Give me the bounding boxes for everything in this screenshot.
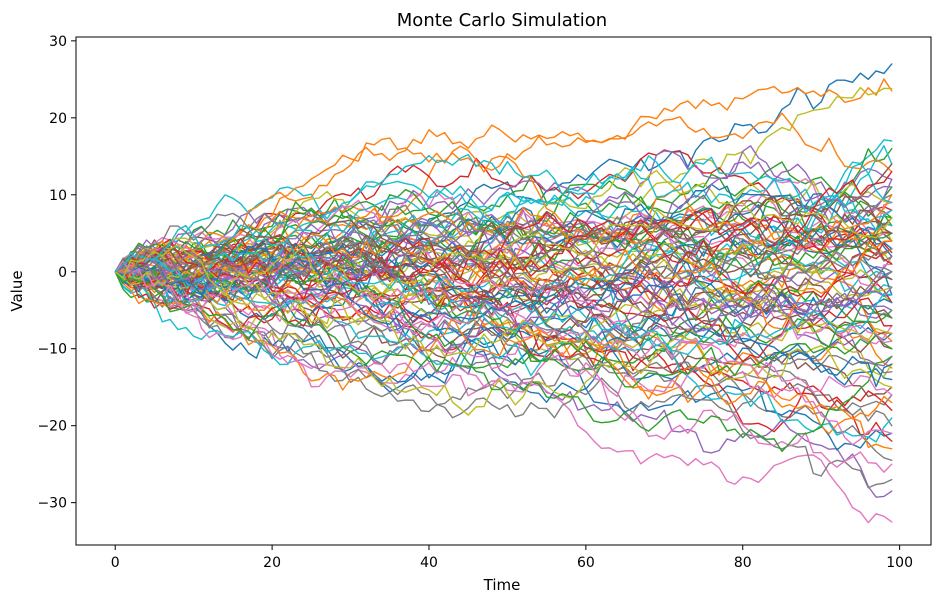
simulation-path — [114, 193, 893, 282]
simulation-path — [114, 271, 893, 388]
simulation-path — [114, 271, 893, 420]
simulation-path — [114, 261, 893, 358]
simulation-path — [114, 204, 893, 332]
y-tick-label: 0 — [58, 265, 67, 281]
y-tick-label: 30 — [49, 34, 67, 50]
simulation-path — [114, 245, 893, 388]
simulation-path — [114, 228, 893, 279]
x-axis-label: Time — [483, 576, 521, 594]
chart-title: Monte Carlo Simulation — [397, 10, 607, 31]
simulation-path — [114, 202, 893, 301]
y-tick-label: −30 — [37, 496, 67, 512]
x-tick-label: 60 — [577, 555, 595, 571]
x-tick-label: 100 — [886, 555, 913, 571]
simulation-path — [114, 220, 893, 308]
x-axis: 0 20 40 60 80 100 — [111, 545, 913, 571]
simulation-path — [114, 188, 893, 277]
simulation-path — [114, 242, 893, 326]
y-tick-label: −20 — [37, 419, 67, 435]
simulation-path — [114, 256, 893, 473]
plot-frame — [75, 36, 932, 546]
simulation-path — [114, 263, 893, 451]
simulation-path — [114, 171, 893, 305]
simulation-path — [114, 271, 893, 419]
simulation-path — [114, 264, 893, 446]
simulation-path — [114, 204, 893, 283]
simulation-path — [114, 153, 893, 288]
x-tick-label: 20 — [263, 555, 281, 571]
simulation-path — [114, 262, 893, 398]
x-tick-label: 0 — [111, 555, 120, 571]
y-tick-label: −10 — [37, 342, 67, 358]
y-axis-label: Value — [8, 270, 26, 311]
simulation-path — [114, 145, 893, 307]
simulation-path — [114, 238, 893, 329]
x-tick-label: 40 — [420, 555, 438, 571]
simulation-path — [114, 260, 893, 396]
series-group — [114, 63, 893, 524]
simulation-path — [114, 209, 893, 309]
y-tick-label: 10 — [49, 188, 67, 204]
simulation-path — [114, 260, 893, 453]
simulation-path — [114, 194, 893, 287]
simulation-path — [114, 112, 893, 277]
y-axis: −30 −20 −10 0 10 20 30 — [37, 34, 76, 512]
simulation-path — [114, 175, 893, 279]
simulation-path — [114, 268, 893, 443]
x-tick-label: 80 — [734, 555, 752, 571]
simulation-path — [114, 235, 893, 329]
simulation-path — [114, 224, 893, 356]
y-tick-label: 20 — [49, 111, 67, 127]
simulation-path — [114, 271, 893, 433]
simulation-path — [114, 213, 893, 273]
